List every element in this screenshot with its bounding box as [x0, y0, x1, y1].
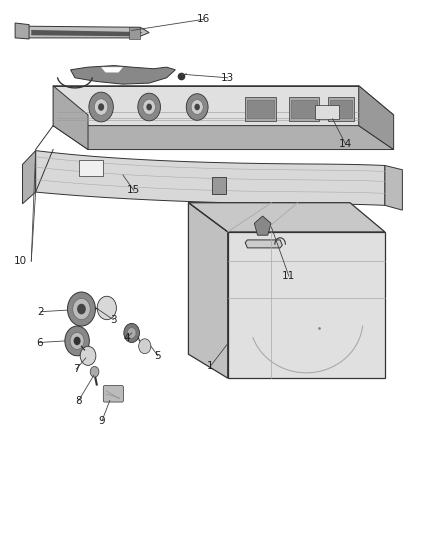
Bar — [315, 106, 339, 119]
Circle shape — [146, 103, 152, 110]
Bar — [289, 97, 319, 122]
Circle shape — [98, 103, 104, 111]
Circle shape — [97, 296, 117, 320]
Circle shape — [143, 100, 155, 115]
Text: 4: 4 — [123, 333, 130, 343]
Text: 14: 14 — [339, 139, 352, 149]
Bar — [247, 100, 274, 118]
Text: 6: 6 — [36, 337, 42, 348]
Polygon shape — [385, 165, 403, 210]
Circle shape — [77, 304, 86, 314]
Polygon shape — [53, 86, 394, 115]
Circle shape — [67, 292, 95, 326]
Text: 11: 11 — [282, 271, 296, 281]
Polygon shape — [228, 232, 385, 378]
Polygon shape — [101, 67, 123, 72]
Text: 3: 3 — [110, 314, 117, 325]
Circle shape — [124, 324, 140, 343]
Polygon shape — [53, 86, 88, 150]
Circle shape — [186, 94, 208, 120]
Text: 7: 7 — [73, 364, 80, 374]
Circle shape — [80, 346, 96, 366]
Bar — [245, 97, 276, 122]
Bar — [291, 100, 317, 118]
FancyBboxPatch shape — [103, 385, 124, 402]
Polygon shape — [245, 240, 283, 248]
Polygon shape — [71, 66, 175, 84]
Circle shape — [74, 337, 81, 345]
Polygon shape — [53, 86, 359, 126]
Text: 9: 9 — [99, 416, 105, 426]
Circle shape — [138, 93, 160, 121]
Bar — [79, 160, 103, 176]
Text: 16: 16 — [197, 14, 210, 25]
Text: 10: 10 — [14, 256, 27, 266]
Circle shape — [191, 100, 203, 114]
Circle shape — [65, 326, 89, 356]
Circle shape — [127, 328, 136, 338]
Polygon shape — [130, 27, 141, 39]
Bar — [328, 97, 354, 122]
Circle shape — [89, 92, 113, 122]
Bar — [330, 100, 352, 118]
Circle shape — [194, 104, 200, 110]
Text: 5: 5 — [155, 351, 161, 361]
Circle shape — [70, 333, 84, 350]
Polygon shape — [188, 203, 228, 378]
Circle shape — [90, 367, 99, 377]
Polygon shape — [18, 26, 149, 38]
Polygon shape — [31, 30, 143, 36]
Text: 2: 2 — [38, 306, 44, 317]
Polygon shape — [22, 151, 35, 204]
Polygon shape — [359, 86, 394, 150]
Polygon shape — [15, 23, 29, 39]
Text: 15: 15 — [127, 185, 141, 196]
Text: 1: 1 — [207, 361, 214, 372]
Text: 8: 8 — [75, 396, 82, 406]
Text: 13: 13 — [221, 73, 234, 83]
Polygon shape — [188, 203, 385, 232]
Polygon shape — [35, 151, 385, 205]
Circle shape — [95, 99, 108, 115]
Circle shape — [73, 298, 90, 320]
Circle shape — [139, 339, 151, 354]
Polygon shape — [53, 126, 394, 150]
